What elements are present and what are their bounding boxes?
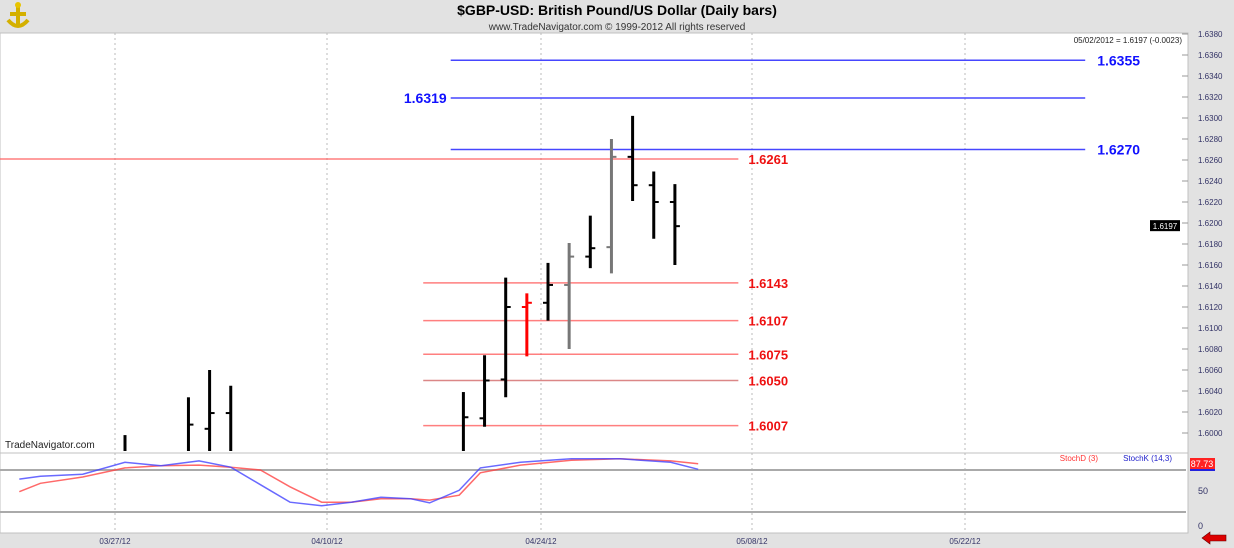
x-tick-label: 04/10/12 (311, 537, 343, 546)
price-panel (0, 32, 1189, 454)
y-tick-label: 1.6220 (1198, 198, 1223, 207)
level-label: 1.6007 (748, 419, 788, 434)
ohlc-bar (186, 397, 194, 451)
ohlc-bar (627, 115, 638, 201)
y-tick-label: 1.6200 (1198, 219, 1223, 228)
date-axis[interactable]: 03/27/12 04/10/12 04/24/12 05/08/12 05/22/12 (99, 537, 981, 546)
x-tick-label: 05/08/12 (736, 537, 768, 546)
stochastic-lines (19, 458, 699, 507)
ohlc-bar (648, 171, 659, 239)
ohlc-bar (204, 370, 215, 451)
level-label: 1.6143 (748, 276, 788, 291)
level-label: 1.6075 (748, 347, 788, 362)
y-tick-label: 1.6180 (1198, 240, 1223, 249)
ohlc-bar (500, 277, 511, 398)
x-tick-label: 04/24/12 (525, 537, 557, 546)
level-label: 1.6261 (748, 152, 788, 167)
stoch-k-line (19, 458, 699, 507)
ohlc-bars (123, 115, 680, 451)
stoch-tick-label: 0 (1198, 521, 1203, 531)
level-label: 1.6270 (1097, 142, 1140, 158)
ohlc-bar (461, 392, 469, 451)
ohlc-bar (521, 293, 532, 357)
stoch-d-legend: StochD (3) (1060, 454, 1099, 463)
ohlc-bar (585, 215, 596, 269)
y-tick-label: 1.6260 (1198, 156, 1223, 165)
ohlc-bar (564, 242, 575, 349)
y-tick-label: 1.6240 (1198, 177, 1223, 186)
y-tick-label: 1.6380 (1198, 30, 1223, 39)
tradenavigator-logo-icon (6, 2, 30, 28)
y-tick-label: 1.6320 (1198, 93, 1223, 102)
level-lines: 1.6355 1.6319 1.6270 1.6261 1.6143 1.6107 1.60… (0, 52, 1140, 434)
y-tick-label: 1.6120 (1198, 303, 1223, 312)
y-tick-label: 1.6040 (1198, 387, 1223, 396)
ohlc-bar (606, 139, 617, 274)
y-tick-label: 1.6360 (1198, 51, 1223, 60)
ohlc-bar (479, 355, 490, 427)
y-tick-label: 1.6160 (1198, 261, 1223, 270)
ohlc-bar (225, 385, 233, 451)
y-tick-label: 1.6020 (1198, 408, 1223, 417)
stoch-readout: 87.73 (1191, 459, 1214, 469)
y-tick-label: 1.6280 (1198, 135, 1223, 144)
price-axis[interactable]: 1.6380 1.6360 1.6340 1.6320 1.6300 1.6280 1.62… (1150, 30, 1223, 531)
stoch-k-marker (1190, 469, 1215, 471)
stoch-readout-box (1190, 458, 1215, 469)
last-price-label: 1.6197 (1153, 222, 1178, 231)
level-label: 1.6050 (748, 374, 788, 389)
x-tick-label: 03/27/12 (99, 537, 131, 546)
y-tick-label: 1.6300 (1198, 114, 1223, 123)
last-price-box (1150, 220, 1180, 232)
stochastic-panel (0, 452, 1189, 534)
y-tick-label: 1.6340 (1198, 72, 1223, 81)
y-tick-label: 1.6140 (1198, 282, 1223, 291)
stoch-k-legend: StochK (14,3) (1123, 454, 1172, 463)
quote-readout: 05/02/2012 = 1.6197 (-0.0023) (1074, 36, 1183, 45)
level-label: 1.6355 (1097, 52, 1140, 68)
y-tick-label: 1.6060 (1198, 366, 1223, 375)
ohlc-bar (669, 184, 680, 265)
watermark: TradeNavigator.com (5, 440, 95, 451)
y-tick-label: 1.6000 (1198, 429, 1223, 438)
y-tick-label: 1.6080 (1198, 345, 1223, 354)
level-label: 1.6319 (404, 90, 447, 106)
level-label: 1.6107 (748, 314, 788, 329)
y-tick-label: 1.6100 (1198, 324, 1223, 333)
ohlc-bar (543, 262, 553, 321)
copyright: www.TradeNavigator.com © 1999-2012 All r… (488, 22, 746, 33)
x-tick-label: 05/22/12 (949, 537, 981, 546)
stoch-tick-label: 50 (1198, 486, 1208, 496)
scroll-left-arrow-icon[interactable] (1201, 531, 1227, 545)
chart-title: $GBP-USD: British Pound/US Dollar (Daily… (457, 2, 777, 18)
